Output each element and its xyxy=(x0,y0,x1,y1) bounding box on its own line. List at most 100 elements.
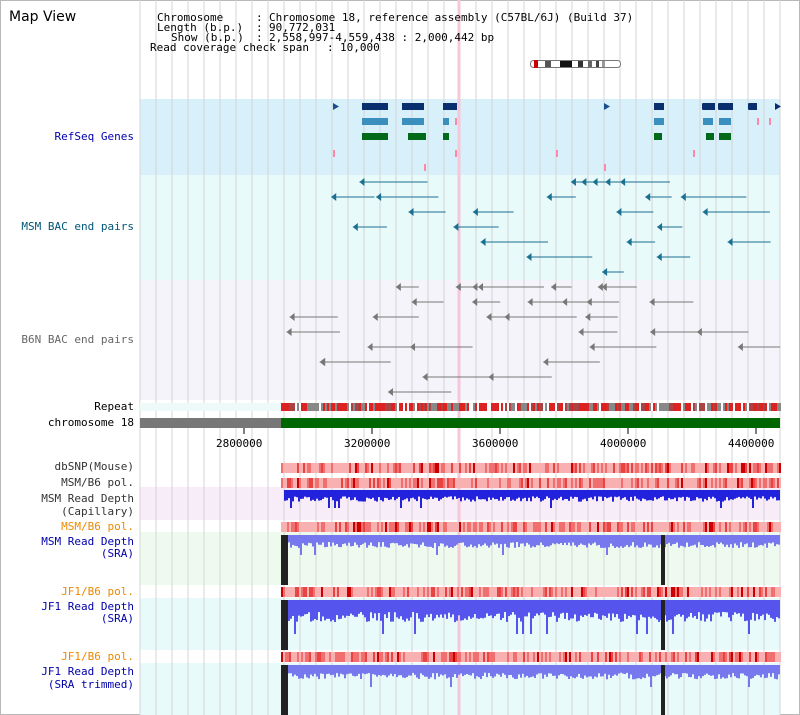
repeat-segment xyxy=(397,403,399,411)
snp-density-cell xyxy=(749,652,751,662)
snp-density-cell xyxy=(487,587,489,597)
snp-density-cell xyxy=(651,587,653,597)
depth-bar xyxy=(432,535,434,548)
snp-density-cell xyxy=(477,463,479,473)
snp-density-cell xyxy=(573,522,575,532)
snp-density-cell xyxy=(605,478,607,488)
depth-bar xyxy=(682,665,684,674)
snp-density-cell xyxy=(765,522,767,532)
snp-density-cell xyxy=(761,652,763,662)
depth-bar xyxy=(604,535,606,548)
depth-bar xyxy=(690,535,692,546)
depth-bar xyxy=(564,600,566,619)
bac-end-marker xyxy=(455,283,461,291)
repeat-segment xyxy=(605,403,607,411)
snp-density-cell xyxy=(575,522,577,532)
repeat-segment xyxy=(365,403,367,411)
snp-density-cell xyxy=(657,522,659,532)
depth-bar xyxy=(724,490,726,501)
snp-density-cell xyxy=(599,478,601,488)
depth-bar xyxy=(390,535,392,544)
depth-bar xyxy=(328,535,330,543)
snp-density-cell xyxy=(377,587,379,597)
snp-density-cell xyxy=(507,478,509,488)
repeat-segment xyxy=(457,403,459,411)
snp-density-cell xyxy=(715,478,717,488)
depth-bar xyxy=(776,535,778,545)
track-label-b6n-bac[interactable]: B6N BAC end pairs xyxy=(21,333,134,346)
track-label-jf1-depth-sra-2: (SRA) xyxy=(100,612,134,625)
snp-density-cell xyxy=(439,587,441,597)
depth-bar xyxy=(752,535,754,543)
snp-density-cell xyxy=(309,478,311,488)
snp-density-cell xyxy=(697,463,699,473)
snp-density-cell xyxy=(281,463,283,473)
chromosome-label: Chromosome xyxy=(157,11,224,24)
snp-density-cell xyxy=(357,652,359,662)
depth-bar xyxy=(432,600,434,621)
repeat-segment xyxy=(617,403,619,411)
depth-bar xyxy=(530,600,532,634)
snp-density-cell xyxy=(431,587,433,597)
depth-bar xyxy=(476,535,478,548)
snp-density-cell xyxy=(657,652,659,662)
repeat-segment xyxy=(677,403,679,411)
depth-bar xyxy=(480,535,482,547)
snp-density-cell xyxy=(533,478,535,488)
snp-density-cell xyxy=(349,652,351,662)
repeat-segment xyxy=(477,403,479,411)
depth-bar xyxy=(488,600,490,616)
snp-density-cell xyxy=(309,652,311,662)
depth-bar xyxy=(644,600,646,618)
depth-bar xyxy=(424,535,426,546)
snp-density-cell xyxy=(523,587,525,597)
snp-density-cell xyxy=(299,478,301,488)
snp-density-cell xyxy=(293,522,295,532)
track-label-msm-bac[interactable]: MSM BAC end pairs xyxy=(21,220,134,233)
snp-density-cell xyxy=(431,652,433,662)
depth-bar xyxy=(476,490,478,497)
snp-density-cell xyxy=(667,652,669,662)
depth-bar xyxy=(614,600,616,618)
snp-density-cell xyxy=(411,478,413,488)
snp-density-cell xyxy=(301,587,303,597)
depth-bar xyxy=(544,535,546,547)
depth-bar xyxy=(650,535,652,545)
depth-bar xyxy=(462,535,464,543)
snp-density-cell xyxy=(367,478,369,488)
depth-bar xyxy=(778,600,780,619)
snp-density-cell xyxy=(657,463,659,473)
depth-bar xyxy=(676,665,678,675)
depth-bar xyxy=(424,665,426,677)
snp-density-cell xyxy=(755,587,757,597)
snp-density-cell xyxy=(309,522,311,532)
axis-tick-label: 3600000 xyxy=(472,437,519,450)
snp-density-cell xyxy=(363,587,365,597)
track-label-refseq[interactable]: RefSeq Genes xyxy=(54,130,134,143)
depth-bar xyxy=(464,600,466,619)
snp-density-cell xyxy=(525,463,527,473)
snp-density-cell xyxy=(517,478,519,488)
snp-density-cell xyxy=(437,478,439,488)
repeat-segment xyxy=(467,403,469,411)
snp-density-cell xyxy=(691,478,693,488)
depth-bar xyxy=(658,665,660,675)
snp-density-cell xyxy=(639,652,641,662)
depth-bar xyxy=(440,535,442,544)
snp-density-cell xyxy=(485,652,487,662)
snp-density-cell xyxy=(345,478,347,488)
repeat-segment xyxy=(737,403,739,411)
snp-density-cell xyxy=(551,587,553,597)
depth-bar xyxy=(372,665,374,675)
chromosome-ideogram[interactable] xyxy=(530,54,622,68)
snp-density-cell xyxy=(501,587,503,597)
depth-bar xyxy=(512,490,514,500)
depth-bar xyxy=(670,535,672,546)
bac-end-marker xyxy=(649,298,655,306)
depth-bar xyxy=(620,490,622,500)
snp-density-cell xyxy=(597,463,599,473)
repeat-segment xyxy=(473,403,475,411)
snp-density-cell xyxy=(635,587,637,597)
snp-density-cell xyxy=(631,522,633,532)
